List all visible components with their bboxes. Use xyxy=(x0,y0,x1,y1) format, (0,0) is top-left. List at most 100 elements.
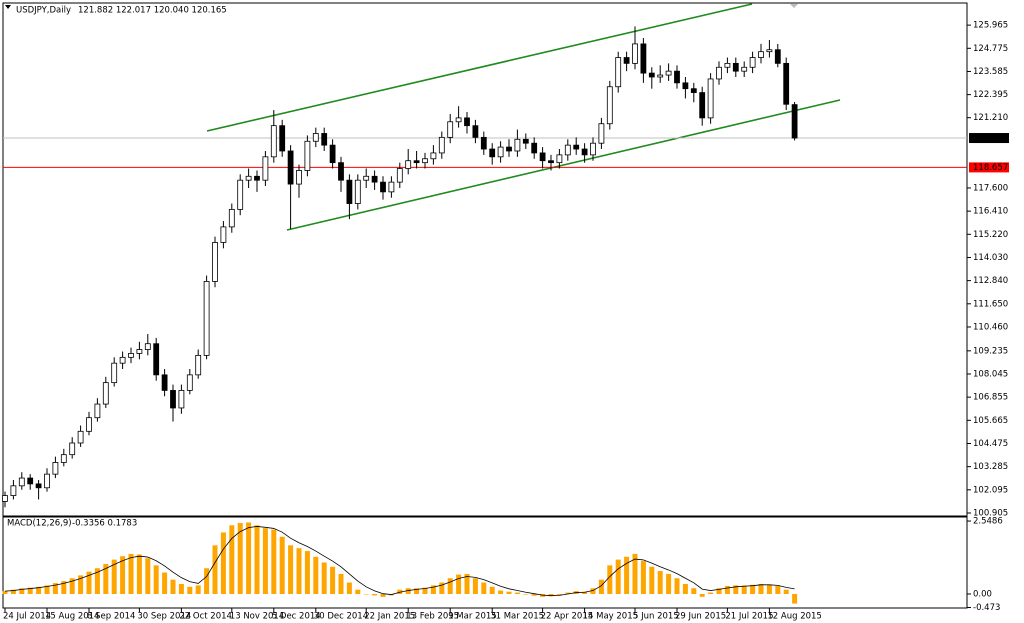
candle-body xyxy=(346,179,353,204)
macd-bar xyxy=(682,583,688,594)
candle-body xyxy=(606,86,613,125)
candle-body xyxy=(648,72,655,78)
candle-body xyxy=(153,343,160,376)
x-tick-label: 30 Dec 2014 xyxy=(314,612,368,622)
y-tick-label: 110.460 xyxy=(973,322,1008,332)
x-tick-label: 24 Jul 2014 xyxy=(3,612,51,622)
macd-bar xyxy=(716,588,722,594)
level-label-bg xyxy=(969,162,1009,173)
candle-body xyxy=(640,43,647,74)
macd-bar xyxy=(775,585,781,594)
candle-body xyxy=(657,74,664,78)
macd-bar xyxy=(195,585,201,594)
x-tick-label: 22 Jan 2015 xyxy=(364,612,415,622)
y-tick-label: 114.030 xyxy=(973,253,1008,263)
x-tick-label: 22 Oct 2014 xyxy=(179,612,232,622)
macd-bar xyxy=(380,593,386,597)
x-tick-label: 12 Aug 2015 xyxy=(767,612,821,622)
macd-bar xyxy=(153,565,159,594)
candle-body xyxy=(405,160,412,169)
candle-body xyxy=(548,160,554,164)
candle-body xyxy=(791,104,798,139)
y-tick-label: 116.410 xyxy=(973,207,1008,217)
candle-body xyxy=(338,162,344,181)
level-label: 118.657 xyxy=(973,163,1008,173)
macd-bar xyxy=(733,585,739,594)
candle-body xyxy=(237,179,244,210)
candle-body xyxy=(623,57,630,64)
macd-bar xyxy=(229,525,235,594)
candle-body xyxy=(674,70,680,84)
candle-body xyxy=(18,477,25,487)
macd-bar xyxy=(120,556,126,594)
candle-body xyxy=(506,146,512,152)
y-tick-label: 122.395 xyxy=(973,90,1008,100)
y-tick-label: 103.285 xyxy=(973,462,1008,472)
menu-icon xyxy=(5,5,11,9)
macd-bar xyxy=(355,589,361,594)
macd-bar xyxy=(187,586,193,594)
macd-bar xyxy=(657,571,663,594)
candle-body xyxy=(10,485,17,496)
x-tick-label: 14 May 2015 xyxy=(583,612,638,622)
candle-body xyxy=(128,353,134,358)
macd-bar xyxy=(691,588,697,594)
macd-bar xyxy=(439,582,445,594)
price-label-bg xyxy=(969,133,1009,144)
candle-body xyxy=(111,362,118,384)
candle-body xyxy=(102,382,109,405)
candle-body xyxy=(741,66,748,72)
macd-bar xyxy=(61,581,67,594)
y-tick-label: 104.475 xyxy=(973,439,1008,449)
x-tick-label: 13 Nov 2014 xyxy=(230,612,284,622)
candle-body xyxy=(254,175,260,181)
y-tick-label: 100.905 xyxy=(973,508,1008,518)
candle-body xyxy=(758,51,764,58)
candle-body xyxy=(598,123,605,144)
candle-body xyxy=(363,175,370,181)
y-tick-label: 0.00 xyxy=(973,589,992,599)
macd-bar xyxy=(363,593,369,595)
candle-body xyxy=(590,142,596,156)
macd-bar xyxy=(204,568,210,594)
lower-trendline xyxy=(286,99,841,231)
candle-body xyxy=(27,477,34,485)
macd-bar xyxy=(783,589,789,594)
macd-bar xyxy=(430,585,436,594)
candle-body xyxy=(724,62,731,68)
candle-body xyxy=(438,136,445,154)
macd-bar xyxy=(590,588,596,594)
macd-bar xyxy=(498,590,504,594)
candle-body xyxy=(2,495,8,502)
y-tick-label: 112.840 xyxy=(973,276,1008,286)
candle-body xyxy=(665,70,672,76)
macd-bar xyxy=(254,525,260,594)
candle-body xyxy=(296,170,302,185)
macd-bar xyxy=(279,536,285,594)
x-tick-label: 29 Jun 2015 xyxy=(675,612,726,622)
candle-body xyxy=(581,148,588,156)
macd-bar xyxy=(262,528,268,594)
macd-bar xyxy=(481,582,487,594)
symbol-title: USDJPY,Daily xyxy=(16,6,71,16)
x-tick-label: 9 Mar 2015 xyxy=(448,612,496,622)
candle-body xyxy=(312,133,319,142)
macd-info: -0.3356 0.1783 xyxy=(72,519,137,529)
y-tick-label: 106.855 xyxy=(973,393,1008,403)
candle-body xyxy=(749,57,756,68)
candle-body xyxy=(354,179,361,204)
y-tick-label: 124.775 xyxy=(973,44,1008,54)
candle-body xyxy=(35,483,42,489)
macd-bar xyxy=(145,558,151,594)
macd-bar xyxy=(338,573,344,594)
candle-body xyxy=(716,66,722,80)
candle-body xyxy=(783,62,790,105)
x-tick-label: 5 Dec 2014 xyxy=(272,612,321,622)
macd-bar xyxy=(330,566,336,594)
macd-bar xyxy=(489,586,495,594)
x-tick-label: 13 Feb 2015 xyxy=(406,612,459,622)
candle-body xyxy=(455,117,462,123)
candle-body xyxy=(86,417,92,432)
